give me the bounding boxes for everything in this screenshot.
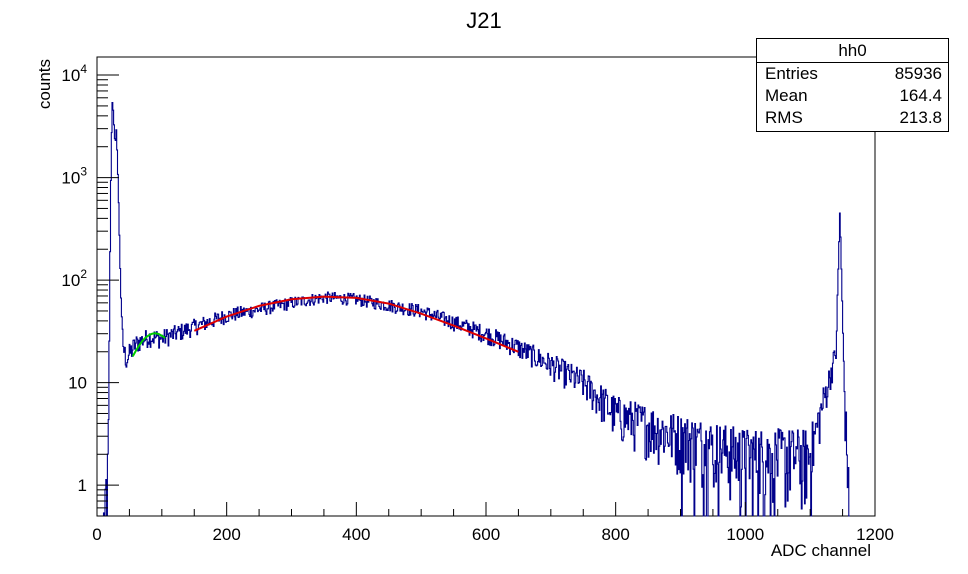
histogram [102, 102, 850, 517]
stats-value: 85936 [894, 64, 942, 83]
y-axis-label: counts [35, 59, 54, 109]
chart-title: J21 [466, 8, 502, 33]
y-tick-label: 104 [61, 62, 87, 85]
fit-curves [131, 295, 519, 357]
fit-curve-red [193, 295, 519, 353]
stats-value: 164.4 [899, 86, 942, 105]
stats-label: RMS [765, 108, 803, 127]
y-tick-label: 102 [61, 267, 87, 290]
x-tick-label: 600 [472, 525, 500, 544]
x-tick-label: 1200 [856, 525, 894, 544]
x-tick-label: 400 [342, 525, 370, 544]
y-tick-label: 10 [68, 374, 87, 393]
y-axis: 1 10 102 103 104 [61, 62, 119, 517]
stats-row-entries: Entries 85936 [757, 63, 948, 85]
x-tick-label: 0 [92, 525, 101, 544]
fit-curve-green [131, 332, 166, 357]
stats-box-title: hh0 [757, 39, 948, 63]
histogram-line [102, 102, 850, 517]
stats-label: Mean [765, 86, 808, 105]
x-tick-label: 800 [601, 525, 629, 544]
stats-row-mean: Mean 164.4 [757, 85, 948, 107]
x-axis-label: ADC channel [771, 541, 871, 560]
stats-row-rms: RMS 213.8 [757, 107, 948, 129]
x-axis: 0 200 400 600 800 1000 1200 [92, 502, 894, 544]
x-tick-label: 200 [212, 525, 240, 544]
y-tick-label: 103 [61, 165, 87, 188]
x-tick-label: 1000 [726, 525, 764, 544]
y-tick-label: 1 [78, 476, 87, 495]
stats-value: 213.8 [899, 108, 942, 127]
stats-box: hh0 Entries 85936 Mean 164.4 RMS 213.8 [756, 38, 949, 132]
stats-label: Entries [765, 64, 818, 83]
